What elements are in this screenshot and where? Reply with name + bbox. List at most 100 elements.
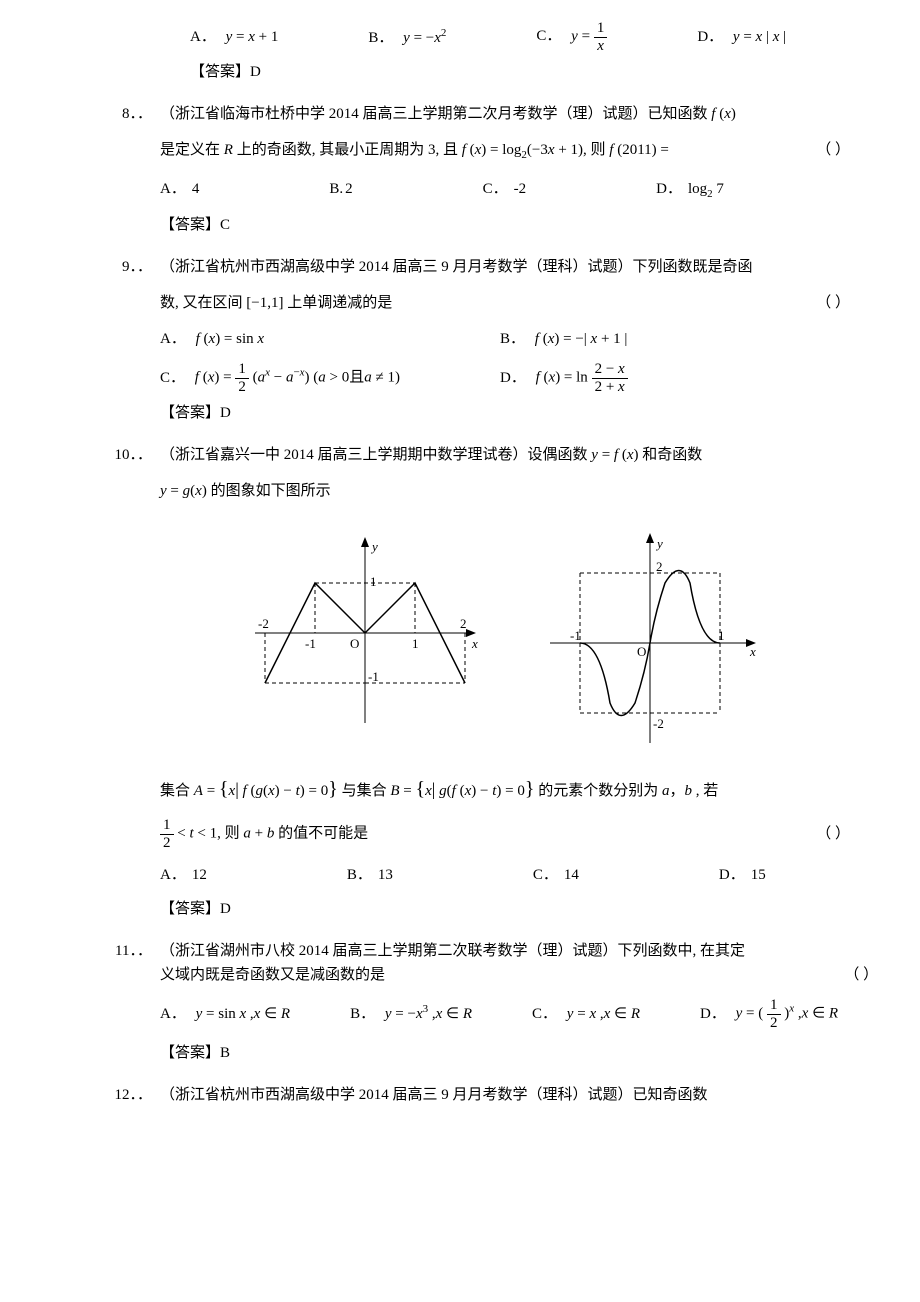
- n: 1: [235, 361, 249, 379]
- t: 则: [591, 142, 610, 158]
- B: B: [390, 783, 399, 799]
- R: R: [224, 142, 233, 158]
- q9: 9．． （浙江省杭州市西湖高级中学 2014 届高三 9 月月考数学（理科）试题…: [30, 255, 890, 425]
- q7-opt-C: C． y = 1x: [536, 20, 607, 54]
- v: 14: [564, 867, 579, 883]
- q11-stem1: （浙江省湖州市八校 2014 届高三上学期第二次联考数学（理）试题）下列函数中,…: [160, 939, 878, 963]
- t: 上单调递减的是: [287, 295, 392, 311]
- num: 10．: [114, 447, 137, 463]
- v: 15: [751, 867, 766, 883]
- l: C．: [160, 370, 185, 386]
- l: C．: [483, 181, 508, 197]
- q11-C: C． y = x ,x ∈ R: [532, 1002, 640, 1026]
- q10-answer: 【答案】D: [160, 897, 850, 921]
- q12: 12．． （浙江省杭州市西湖高级中学 2014 届高三 9 月月考数学（理科）试…: [30, 1083, 890, 1107]
- t: 与集合: [342, 783, 391, 799]
- t: （浙江省嘉兴一中 2014 届高三上学期期中数学理试卷）设偶函数: [160, 447, 591, 463]
- l: D．: [719, 867, 745, 883]
- q8-A: A．4: [160, 177, 199, 201]
- l: A．: [160, 181, 186, 197]
- t: 集合: [160, 783, 194, 799]
- dot: ．: [137, 943, 152, 959]
- yp1: 1: [370, 574, 377, 589]
- d: 2: [160, 835, 174, 852]
- l: D．: [700, 1006, 726, 1022]
- yp2: 2: [656, 559, 663, 574]
- stem-text: （浙江省临海市杜桥中学 2014 届高三上学期第二次月考数学（理）试题）已知函数: [160, 106, 711, 122]
- q10-number: 10．．: [30, 443, 160, 921]
- q11-stem2: 义域内既是奇函数又是减函数的是 （ ）: [160, 963, 878, 987]
- t: 的值不可能是: [278, 826, 368, 842]
- l: B．: [347, 867, 372, 883]
- A: A: [194, 783, 203, 799]
- q10-options: A．12 B．13 C．14 D．15: [160, 863, 850, 887]
- q7-answer: 【答案】D: [190, 60, 890, 84]
- l: B．: [500, 331, 525, 347]
- y: y: [655, 536, 663, 551]
- q8-body: （浙江省临海市杜桥中学 2014 届高三上学期第二次月考数学（理）试题）已知函数…: [160, 102, 890, 237]
- paren: （ ）: [816, 291, 850, 315]
- interval: [−1,1]: [246, 295, 283, 311]
- al: 【答案】: [160, 217, 220, 233]
- q10-line4: 12 < t < 1, 则 a + b 的值不可能是 （ ）: [160, 817, 850, 851]
- l: A．: [160, 1006, 186, 1022]
- q12-stem1: （浙江省杭州市西湖高级中学 2014 届高三 9 月月考数学（理科）试题）已知奇…: [160, 1083, 850, 1107]
- q9-stem1: （浙江省杭州市西湖高级中学 2014 届高三 9 月月考数学（理科）试题）下列函…: [160, 255, 850, 279]
- num: 12．: [114, 1087, 137, 1103]
- q12-body: （浙江省杭州市西湖高级中学 2014 届高三 9 月月考数学（理科）试题）已知奇…: [160, 1083, 890, 1107]
- av: B: [220, 1045, 230, 1061]
- q9-row1: A． f (x) = sin x B． f (x) = −| x + 1 |: [160, 327, 850, 351]
- answer-label: 【答案】: [190, 64, 250, 80]
- v: 12: [192, 867, 207, 883]
- av: D: [220, 405, 231, 421]
- q10-D: D． 15: [719, 863, 766, 887]
- l: C．: [532, 1006, 557, 1022]
- dot: ．: [137, 1087, 152, 1103]
- t: , 若: [696, 783, 719, 799]
- q10: 10．． （浙江省嘉兴一中 2014 届高三上学期期中数学理试卷）设偶函数 y …: [30, 443, 890, 921]
- q7-options-row: A． y = x + 1 B． y = −x2 C． y = 1x D． y =…: [190, 20, 890, 54]
- al: 【答案】: [160, 901, 220, 917]
- p1: 1: [718, 628, 725, 643]
- t: 义域内既是奇函数又是减函数的是: [160, 963, 385, 987]
- n2: -2: [258, 616, 269, 631]
- num: 11．: [115, 943, 137, 959]
- O: O: [637, 644, 646, 659]
- q9-stem2: 数, 又在区间 [−1,1] 上单调递减的是 （ ）: [160, 291, 850, 315]
- al: 【答案】: [160, 405, 220, 421]
- q11-answer: 【答案】B: [160, 1041, 878, 1065]
- l: A．: [160, 331, 186, 347]
- answer-value: D: [250, 64, 261, 80]
- opt-label: B．: [368, 30, 393, 46]
- O-label: O: [350, 636, 359, 651]
- d: 2: [767, 1015, 781, 1032]
- opt-label: A．: [190, 29, 216, 45]
- av: C: [220, 217, 230, 233]
- q11: 11．． （浙江省湖州市八校 2014 届高三上学期第二次联考数学（理）试题）下…: [30, 939, 890, 1065]
- q8-stem2: 是定义在 R 上的奇函数, 其最小正周期为 3, 且 f (x) = log2(…: [160, 138, 850, 165]
- q10-A: A．12: [160, 863, 207, 887]
- x-label: x: [471, 636, 478, 651]
- q8-number: 8．．: [30, 102, 160, 237]
- v: 2: [345, 181, 353, 197]
- q11-D: D． y = ( 12 )x ,x ∈ R: [700, 997, 838, 1031]
- t: 上的奇函数, 其最小正周期为 3, 且: [237, 142, 462, 158]
- q10-stem1: （浙江省嘉兴一中 2014 届高三上学期期中数学理试卷）设偶函数 y = f (…: [160, 443, 850, 467]
- y-label: y: [370, 539, 378, 554]
- q10-B: B．13: [347, 863, 393, 887]
- q11-options: A． y = sin x ,x ∈ R B． y = −x3 ,x ∈ R C．…: [160, 997, 878, 1031]
- q10-fig1: y x O -2 -1 1 2 1 -1: [250, 533, 480, 733]
- q10-line3: 集合 A = {x| f (g(x) − t) = 0} 与集合 B = {x|…: [160, 773, 850, 805]
- q10-stem2: y = g(x) 的图象如下图所示: [160, 479, 850, 503]
- q10-fig2: y x O -1 1 2 -2: [540, 533, 760, 753]
- dot: ．: [137, 106, 152, 122]
- num: 9．: [122, 259, 137, 275]
- q10-body: （浙江省嘉兴一中 2014 届高三上学期期中数学理试卷）设偶函数 y = f (…: [160, 443, 890, 921]
- q8-D: D．log2 7: [656, 177, 724, 204]
- q9-A: A． f (x) = sin x: [160, 327, 460, 351]
- page: A． y = x + 1 B． y = −x2 C． y = 1x D． y =…: [0, 20, 920, 1107]
- x: x: [749, 644, 756, 659]
- t: 数, 又在区间: [160, 295, 243, 311]
- al: 【答案】: [160, 1045, 220, 1061]
- dot: ．: [137, 259, 152, 275]
